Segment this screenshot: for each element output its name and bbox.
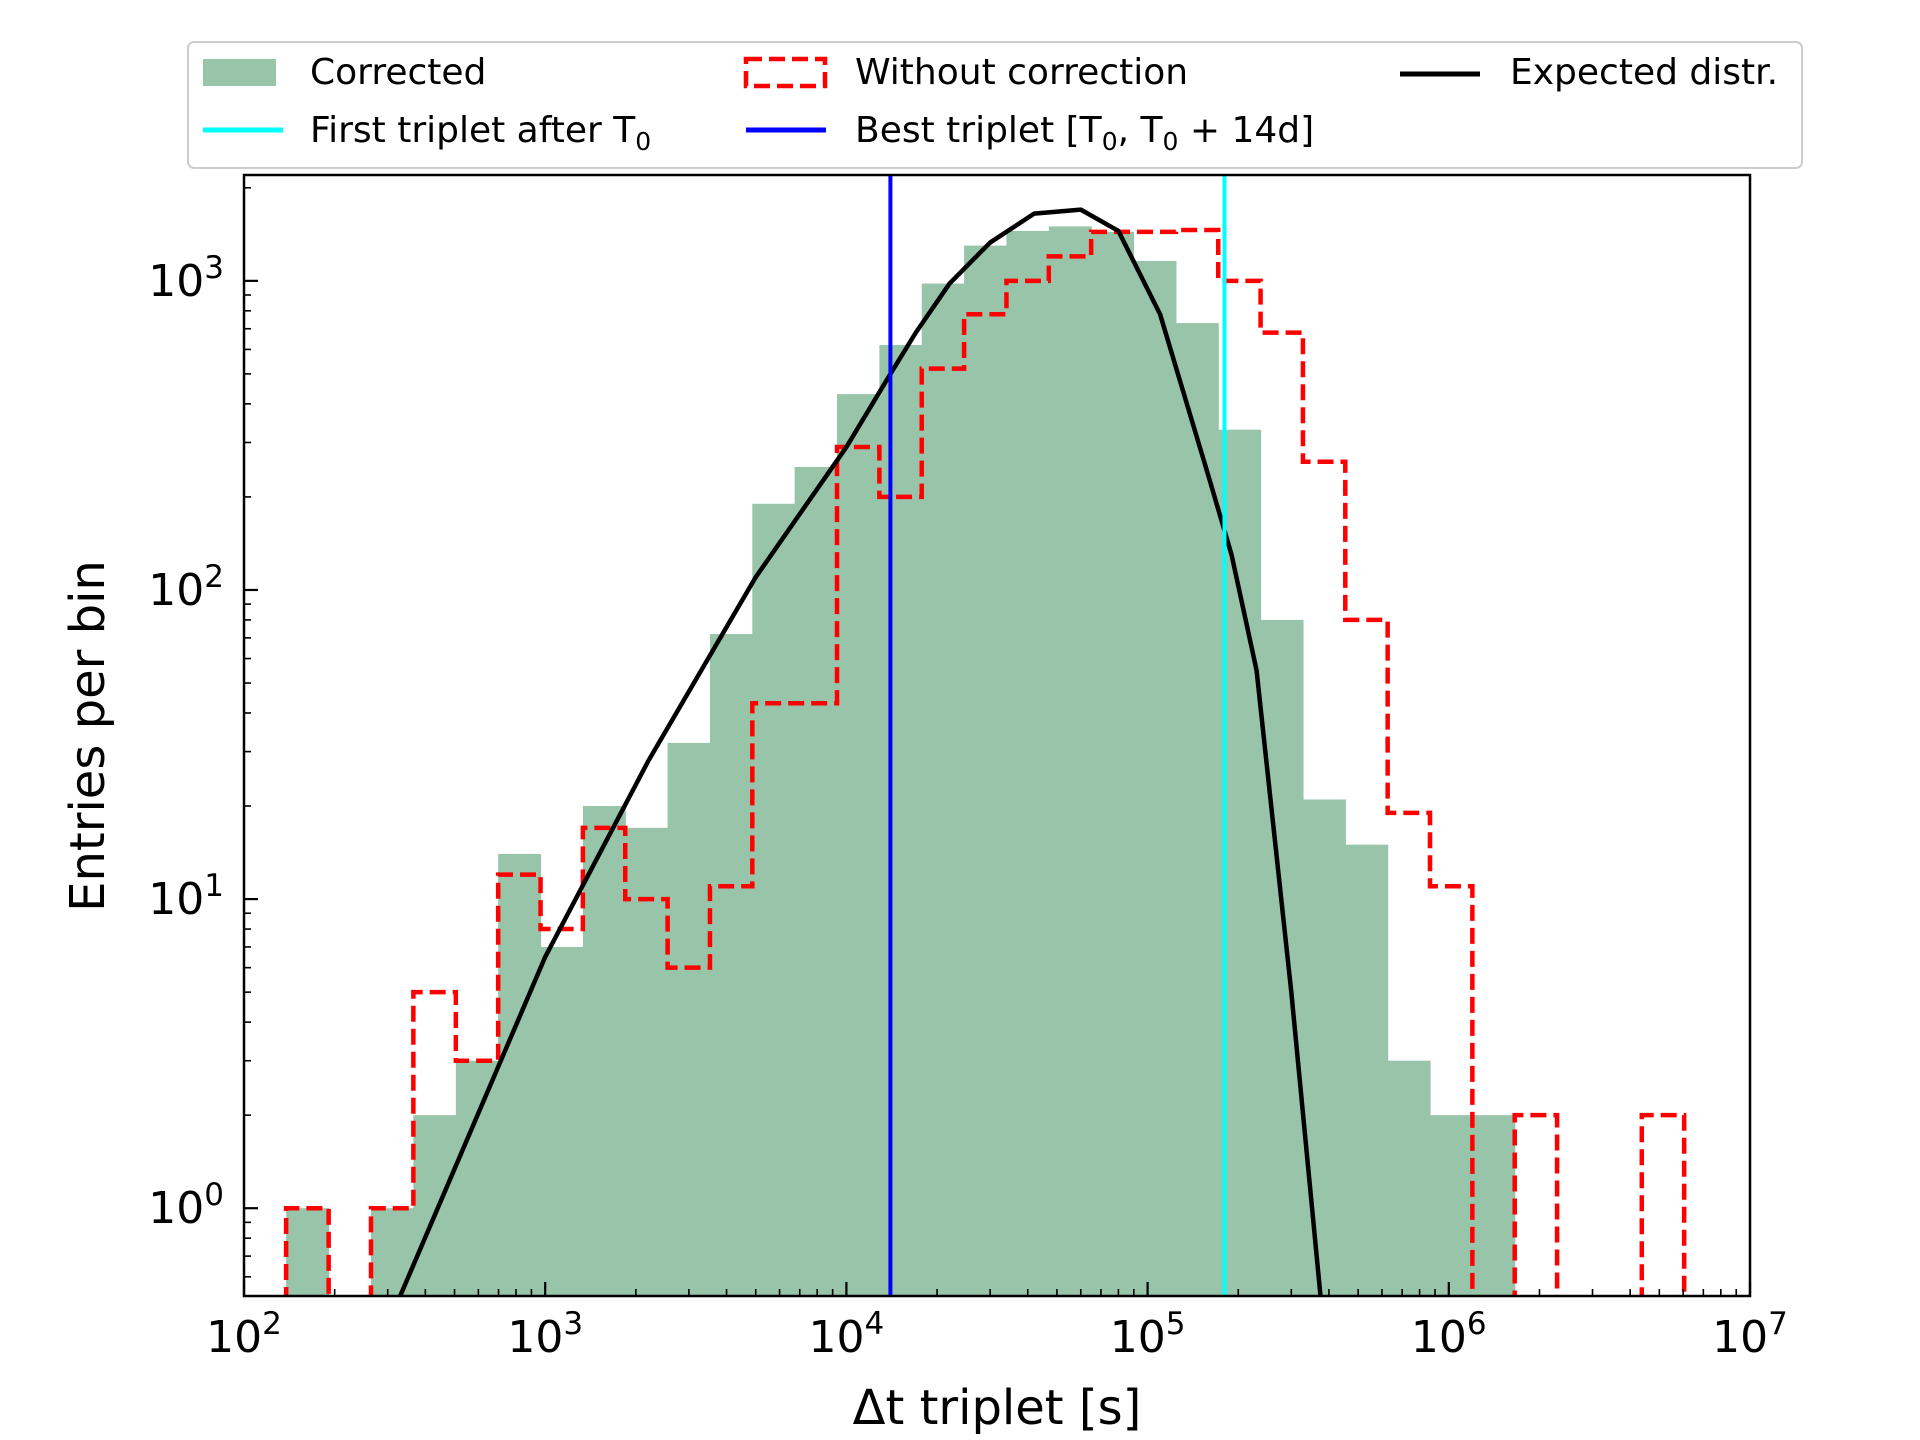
legend-swatch-without-correction [743,56,828,89]
bar-corrected-19 [1048,226,1092,1296]
bar-corrected-9 [625,827,669,1296]
x-tick-base: 10 [1411,1312,1467,1363]
legend-frame [187,41,1803,169]
x-tick-exp: 3 [563,1306,583,1342]
legend-best-sub2: 0 [1162,127,1178,156]
x-tick-label: 102 [206,1306,282,1363]
x-tick-exp: 6 [1467,1306,1487,1342]
legend-swatch-corrected [203,59,276,86]
bar-corrected-4 [413,1115,457,1296]
curve-expected [398,207,1323,1296]
bar-corrected-29 [1472,1115,1516,1296]
bar-corrected-6 [498,853,542,1296]
bar-corrected-21 [1133,260,1177,1296]
axes-frame [242,173,1752,1298]
y-axis-label: Entries per bin [60,560,116,912]
legend-best-prefix: Best triplet [T [855,110,1103,151]
legend-label-best-triplet: Best triplet [T0, T0 + 14d] [855,110,1314,156]
y-tick-base: 10 [148,565,204,616]
y-tick-base: 10 [148,1183,204,1234]
x-tick-exp: 2 [262,1306,282,1342]
x-tick-label: 104 [809,1306,885,1363]
bar-corrected-15 [879,345,923,1296]
y-tick-exp: 3 [204,250,224,286]
bar-corrected-5 [455,1060,499,1296]
legend-best-suffix: + 14d] [1178,110,1314,151]
legend-best-mid: , T [1118,110,1164,151]
series-without-correction [283,227,1687,1296]
y-tick-label: 103 [148,250,224,307]
y-tick-base: 10 [148,256,204,307]
bar-corrected-25 [1302,799,1346,1296]
y-tick-label: 102 [148,559,224,616]
bar-corrected-22 [1175,323,1219,1296]
y-tick-exp: 2 [204,559,224,595]
x-tick-label: 103 [507,1306,583,1363]
bar-corrected-17 [964,245,1008,1296]
legend: Corrected Without correction Expected di… [187,41,1803,169]
legend-best-sub1: 0 [1102,127,1118,156]
legend-label-expected: Expected distr. [1510,52,1778,93]
bar-corrected-26 [1345,844,1389,1296]
x-tick-base: 10 [1110,1312,1166,1363]
x-tick-exp: 7 [1768,1306,1788,1342]
axis-ticks [242,186,1752,1296]
bar-corrected-10 [667,742,711,1296]
legend-first-triplet-sub: 0 [635,127,651,156]
bar-corrected-13 [794,466,838,1296]
x-tick-label: 105 [1110,1306,1186,1363]
legend-label-without-correction: Without correction [855,52,1188,93]
step-without-correction [283,227,1687,1296]
x-tick-exp: 4 [865,1306,885,1342]
bar-corrected-27 [1387,1060,1431,1296]
legend-label-first-triplet: First triplet after T0 [310,110,651,156]
bar-corrected-8 [582,806,626,1296]
bar-corrected-1 [286,1208,330,1296]
bar-corrected-16 [921,283,965,1296]
series-corrected [286,226,1516,1296]
x-tick-label: 106 [1411,1306,1487,1363]
x-tick-base: 10 [507,1312,563,1363]
x-tick-base: 10 [206,1312,262,1363]
x-tick-label: 107 [1712,1306,1788,1363]
series-expected [398,207,1323,1296]
y-tick-base: 10 [148,874,204,925]
plot-area [283,175,1687,1296]
y-tick-exp: 0 [204,1177,224,1213]
bar-corrected-28 [1430,1115,1473,1296]
bar-corrected-7 [540,946,584,1296]
x-tick-exp: 5 [1166,1306,1186,1342]
x-axis-label: Δt triplet [s] [853,1380,1142,1436]
bar-corrected-18 [1006,230,1050,1296]
y-tick-label: 100 [148,1177,224,1234]
legend-first-triplet-text: First triplet after T [310,110,636,151]
bar-corrected-24 [1260,619,1304,1296]
bar-corrected-20 [1091,231,1135,1296]
bar-corrected-12 [752,503,796,1296]
x-tick-base: 10 [809,1312,865,1363]
bar-corrected-11 [709,634,753,1296]
bar-corrected-14 [837,394,880,1296]
bar-corrected-3 [370,1208,414,1296]
vertical-lines [888,175,1227,1296]
y-tick-label: 101 [148,868,224,925]
legend-label-corrected: Corrected [310,52,486,93]
y-tick-exp: 1 [204,868,224,904]
x-tick-base: 10 [1712,1312,1768,1363]
